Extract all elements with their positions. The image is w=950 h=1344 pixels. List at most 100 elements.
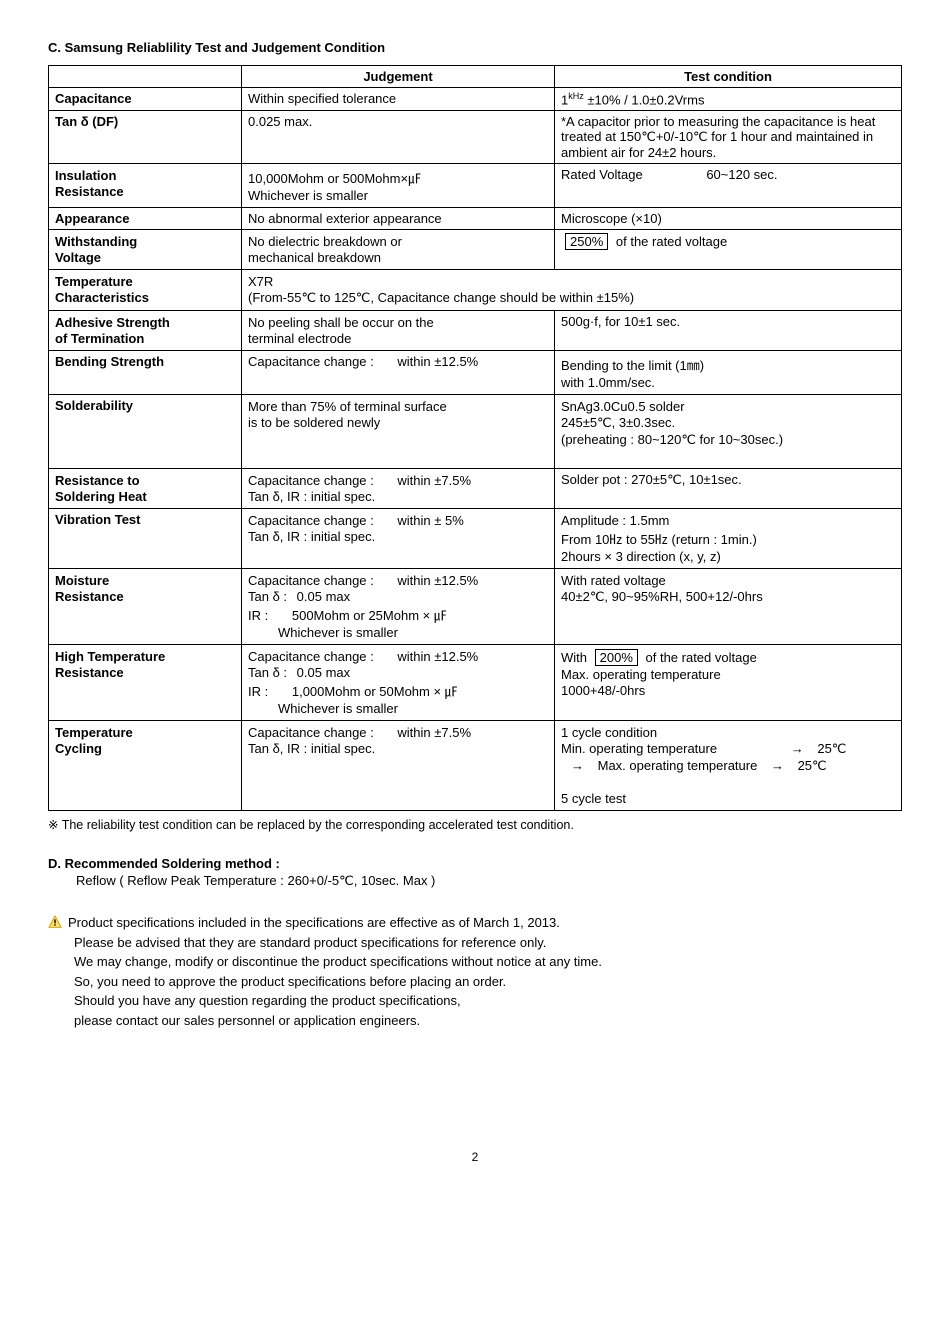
bending-t2: with 1.0mm/sec. [561, 375, 895, 390]
tempchar-p1: Temperature [55, 274, 235, 289]
judge-withstand: No dielectric breakdown or mechanical br… [242, 230, 555, 270]
row-resist-heat: Resistance to Soldering Heat Capacitance… [49, 469, 902, 509]
cyc-p2: Cycling [55, 741, 235, 756]
moist-j1r: within ±12.5% [397, 573, 478, 588]
bending-t1: Bending to the limit (1㎜) [561, 355, 895, 374]
section-c-title: C. Samsung Reliablility Test and Judgeme… [48, 40, 902, 55]
sold-j2: is to be soldered newly [248, 415, 548, 430]
cyc-temp1: 25℃ [817, 741, 846, 756]
moist-j3r: 500Mohm or 25Mohm × ㎌ [292, 608, 447, 623]
param-tand: Tan δ (DF) [49, 111, 242, 164]
ht-j1l: Capacitance change : [248, 649, 374, 664]
notice-l3: We may change, modify or discontinue the… [74, 952, 902, 972]
ht-j1r: within ±12.5% [397, 649, 478, 664]
withstand-pct: 250% [565, 233, 608, 250]
row-appearance: Appearance No abnormal exterior appearan… [49, 208, 902, 230]
tempchar-l2: (From-55℃ to 125℃, Capacitance change sh… [248, 290, 895, 306]
adhesive-j1: No peeling shall be occur on the [248, 315, 548, 330]
moist-p1: Moisture [55, 573, 235, 588]
adhesive-p2: of Termination [55, 331, 235, 346]
test-moisture: With rated voltage 40±2℃, 90~95%RH, 500+… [555, 569, 902, 645]
judge-vibration: Capacitance change : within ± 5% Tan δ, … [242, 509, 555, 569]
moist-j2l: Tan δ : [248, 589, 287, 604]
judge-resist-heat: Capacitance change : within ±7.5% Tan δ,… [242, 469, 555, 509]
judge-tand: 0.025 max. [242, 111, 555, 164]
row-adhesive: Adhesive Strength of Termination No peel… [49, 311, 902, 351]
sold-t2: 245±5℃, 3±0.3sec. [561, 415, 895, 431]
notice-l6: please contact our sales personnel or ap… [74, 1011, 902, 1031]
rh-j2: Tan δ, IR : initial spec. [248, 489, 548, 504]
param-cycling: Temperature Cycling [49, 721, 242, 811]
sold-t1: SnAg3.0Cu0.5 solder [561, 399, 895, 414]
ht-t2: Max. operating temperature [561, 667, 895, 682]
test-withstand: 250% of the rated voltage [555, 230, 902, 270]
sold-t3: (preheating : 80~120℃ for 10~30sec.) [561, 432, 895, 448]
rh-jl: Capacitance change : [248, 473, 374, 488]
test-capacitance: 1kHz ±10% / 1.0±0.2Vrms [555, 88, 902, 111]
judge-solderability: More than 75% of terminal surface is to … [242, 395, 555, 469]
param-withstand: Withstanding Voltage [49, 230, 242, 270]
section-d-title: D. Recommended Soldering method : [48, 856, 902, 871]
notice-block: Product specifications included in the s… [48, 913, 902, 1030]
ht-t1post: of the rated voltage [646, 650, 757, 665]
vib-jr: within ± 5% [397, 513, 463, 528]
tempchar-p2: Characteristics [55, 290, 235, 305]
test-hightemp: With 200% of the rated voltage Max. oper… [555, 645, 902, 721]
moist-j2r: 0.05 max [297, 589, 350, 604]
insulation-j2: Whichever is smaller [248, 188, 548, 203]
header-param [49, 66, 242, 88]
judge-insulation: 10,000Mohm or 500Mohm×㎌ Whichever is sma… [242, 164, 555, 208]
param-insulation: Insulation Resistance [49, 164, 242, 208]
ht-j2l: Tan δ : [248, 665, 287, 680]
vib-t1: Amplitude : 1.5mm [561, 513, 895, 528]
judge-bending: Capacitance change : within ±12.5% [242, 351, 555, 395]
cap-test-post: ±10% / 1.0±0.2Vrms [584, 92, 705, 107]
vib-j2: Tan δ, IR : initial spec. [248, 529, 548, 544]
warning-icon [48, 915, 62, 929]
ht-t1pre: With [561, 650, 587, 665]
cyc-p1: Temperature [55, 725, 235, 740]
cyc-arrow2: → [571, 758, 584, 773]
withstand-p2: Voltage [55, 250, 235, 265]
row-cycling: Temperature Cycling Capacitance change :… [49, 721, 902, 811]
param-vibration: Vibration Test [49, 509, 242, 569]
ht-p1: High Temperature [55, 649, 235, 664]
param-bending: Bending Strength [49, 351, 242, 395]
ht-t1pct: 200% [595, 649, 638, 666]
moist-j3l: IR : [248, 608, 268, 623]
row-withstand: Withstanding Voltage No dielectric break… [49, 230, 902, 270]
moist-j1l: Capacitance change : [248, 573, 374, 588]
param-capacitance: Capacitance [49, 88, 242, 111]
ht-t3: 1000+48/-0hrs [561, 683, 895, 698]
notice-l1: Product specifications included in the s… [68, 913, 560, 933]
param-appearance: Appearance [49, 208, 242, 230]
notice-l4: So, you need to approve the product spec… [74, 972, 902, 992]
row-vibration: Vibration Test Capacitance change : with… [49, 509, 902, 569]
sold-j1: More than 75% of terminal surface [248, 399, 548, 414]
page-number: 2 [48, 1150, 902, 1164]
withstand-p1: Withstanding [55, 234, 235, 249]
tempchar-body: X7R (From-55℃ to 125℃, Capacitance chang… [242, 270, 902, 311]
ht-j3r: 1,000Mohm or 50Mohm × ㎌ [292, 684, 458, 699]
spec-table: Judgement Test condition Capacitance Wit… [48, 65, 902, 811]
cyc-t2: Min. operating temperature [561, 741, 717, 756]
test-tand: *A capacitor prior to measuring the capa… [555, 111, 902, 164]
row-tempchar: Temperature Characteristics X7R (From-55… [49, 270, 902, 311]
judge-appearance: No abnormal exterior appearance [242, 208, 555, 230]
judge-capacitance: Within specified tolerance [242, 88, 555, 111]
cyc-arrow1: → [791, 741, 804, 756]
param-adhesive: Adhesive Strength of Termination [49, 311, 242, 351]
cyc-temp2: 25℃ [798, 758, 827, 773]
adhesive-j2: terminal electrode [248, 331, 548, 346]
test-cycling: 1 cycle condition Min. operating tempera… [555, 721, 902, 811]
moist-p2: Resistance [55, 589, 235, 604]
moist-j4: Whichever is smaller [278, 625, 548, 640]
tempchar-l1: X7R [248, 274, 895, 289]
judge-adhesive: No peeling shall be occur on the termina… [242, 311, 555, 351]
test-appearance: Microscope (×10) [555, 208, 902, 230]
param-solderability: Solderability [49, 395, 242, 469]
header-test: Test condition [555, 66, 902, 88]
insulation-tl: Rated Voltage [561, 167, 643, 182]
row-solderability: Solderability More than 75% of terminal … [49, 395, 902, 469]
header-judgement: Judgement [242, 66, 555, 88]
